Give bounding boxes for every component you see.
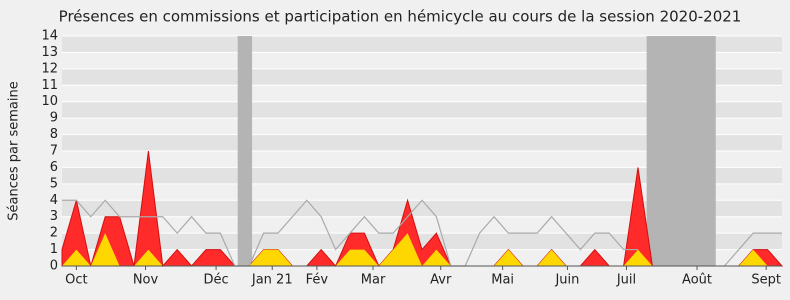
- vacation-band: [646, 36, 716, 266]
- y-tick-label: 10: [41, 94, 58, 109]
- y-tick-label: 8: [50, 127, 58, 142]
- chart-title: Présences en commissions et participatio…: [59, 8, 742, 26]
- y-tick-label: 11: [41, 78, 58, 93]
- x-tick-label: Mar: [361, 273, 386, 288]
- y-axis-title: Séances par semaine: [7, 81, 22, 220]
- y-tick-label: 3: [50, 209, 58, 224]
- median-line: [723, 232, 782, 267]
- x-tick-label: Avr: [430, 273, 452, 288]
- x-tick-label: Déc: [204, 273, 229, 288]
- y-tick-label: 2: [50, 226, 58, 241]
- y-tick-label: 6: [50, 160, 58, 175]
- x-tick-label: Sept: [751, 273, 781, 288]
- x-tick-label: Juil: [616, 273, 636, 288]
- x-tick-label: Nov: [133, 273, 159, 288]
- y-tick-label: 4: [50, 193, 58, 208]
- y-tick-label: 12: [41, 61, 58, 76]
- vacation-band: [237, 36, 253, 266]
- x-tick-label: Oct: [65, 273, 87, 288]
- y-tick-label: 14: [41, 29, 58, 44]
- x-tick-label: Jan 21: [251, 273, 293, 288]
- y-tick-label: 0: [50, 259, 58, 274]
- y-tick-label: 5: [50, 176, 58, 191]
- y-tick-label: 9: [50, 111, 58, 126]
- y-tick-label: 7: [50, 144, 58, 159]
- x-tick-label: Fév: [306, 273, 329, 288]
- x-tick-label: Juin: [554, 273, 579, 288]
- y-tick-label: 13: [41, 45, 58, 60]
- x-tick-label: Mai: [491, 273, 514, 288]
- y-tick-label: 1: [50, 242, 58, 257]
- median-line: [62, 199, 638, 267]
- x-tick-label: Août: [682, 273, 712, 288]
